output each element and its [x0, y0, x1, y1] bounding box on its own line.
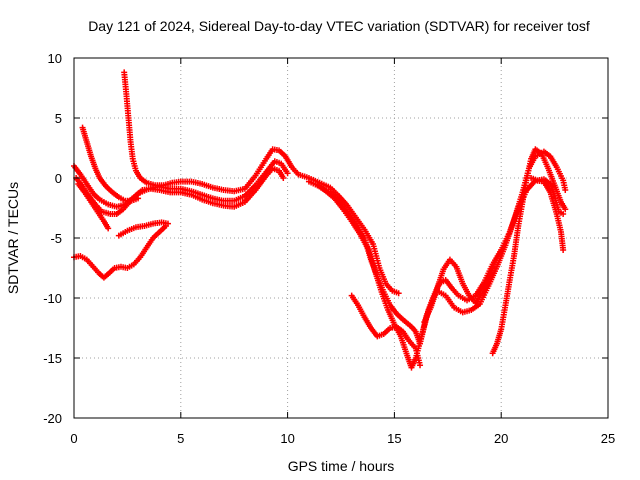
data-points	[71, 69, 569, 371]
y-tick-label: -5	[50, 231, 62, 246]
data-point	[560, 247, 567, 253]
y-tick-label: -15	[43, 351, 62, 366]
x-tick-label: 5	[177, 431, 184, 446]
data-point	[164, 220, 171, 227]
x-tick-label: 15	[387, 431, 401, 446]
series-arc7	[314, 148, 569, 371]
data-point	[417, 362, 424, 369]
axes: 0 5 10 15 20 25 -20 -15 -10 -5 0 5 10	[43, 51, 615, 446]
chart-title: Day 121 of 2024, Sidereal Day-to-day VTE…	[88, 18, 590, 34]
x-tick-label: 20	[494, 431, 508, 446]
data-point	[562, 206, 569, 213]
data-point	[560, 211, 567, 217]
x-axis-label: GPS time / hours	[288, 458, 395, 474]
series-arc3	[75, 181, 112, 232]
data-point	[284, 170, 291, 177]
y-tick-label: 10	[48, 51, 62, 66]
data-point	[280, 175, 287, 181]
data-point	[135, 195, 142, 202]
series-arc10	[348, 292, 424, 369]
series-arc4	[79, 124, 142, 204]
y-tick-label: -20	[43, 411, 62, 426]
series-arc11	[421, 247, 505, 325]
data-point	[105, 225, 112, 232]
y-tick-label: 5	[55, 111, 62, 126]
x-tick-label: 10	[280, 431, 294, 446]
x-tick-label: 25	[601, 431, 615, 446]
data-point	[562, 187, 569, 193]
series-arc9	[115, 219, 171, 239]
grid-lines	[74, 58, 608, 418]
y-tick-label: 0	[55, 171, 62, 186]
x-tick-label: 0	[70, 431, 77, 446]
y-axis-label: SDTVAR / TECUs	[5, 182, 21, 294]
series-arc13	[528, 175, 567, 217]
y-tick-label: -10	[43, 291, 62, 306]
data-point	[498, 247, 505, 253]
data-point	[395, 290, 402, 297]
